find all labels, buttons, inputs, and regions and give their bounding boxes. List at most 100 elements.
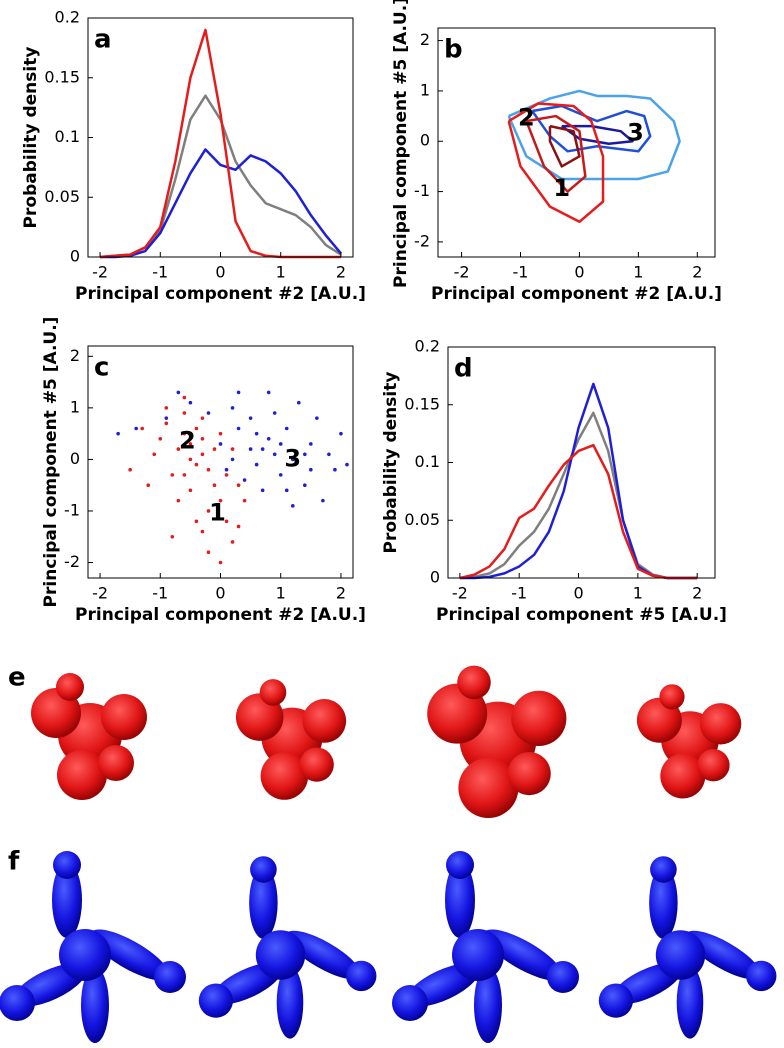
red-map: [636, 684, 742, 799]
point: [236, 524, 241, 529]
y-tick-label: -2: [64, 552, 80, 571]
point: [200, 529, 205, 534]
panel-label: c: [94, 353, 109, 383]
y-tick-label: 0: [420, 131, 430, 150]
point: [242, 478, 247, 482]
red-map: [235, 679, 347, 800]
point: [236, 390, 241, 395]
point: [188, 457, 193, 462]
red-map: [31, 673, 147, 800]
x-tick-label: 0: [215, 263, 225, 282]
point: [194, 519, 199, 524]
y-tick-label: 0: [70, 449, 80, 468]
point: [278, 442, 283, 446]
x-tick-label: 1: [633, 263, 643, 282]
point: [272, 452, 277, 457]
point: [236, 483, 241, 488]
data-line: [459, 411, 698, 580]
point: [170, 473, 175, 477]
y-axis-label: Probability density: [381, 372, 401, 554]
point: [230, 457, 235, 462]
point: [290, 457, 295, 462]
y-axis-label: Principal component #5 [A.U.]: [41, 317, 61, 608]
point: [321, 498, 325, 503]
point: [152, 452, 157, 457]
point: [224, 467, 229, 472]
panel-label: f: [8, 847, 20, 877]
x-tick-label: 0: [574, 263, 584, 282]
point: [158, 437, 163, 441]
y-tick-label: -1: [64, 500, 80, 519]
x-tick-label: -2: [454, 263, 470, 282]
point: [218, 498, 223, 503]
point: [212, 447, 217, 451]
point: [218, 560, 223, 565]
point: [345, 462, 349, 467]
data-line: [507, 102, 605, 224]
data-line: [459, 382, 698, 580]
annotation: 2: [179, 426, 196, 454]
point: [242, 498, 247, 503]
point: [188, 442, 193, 446]
red-map: [427, 665, 567, 818]
point: [140, 426, 145, 431]
y-tick-label: 0.05: [44, 187, 80, 206]
x-tick-label: -1: [152, 263, 168, 282]
point: [182, 473, 187, 477]
x-tick-label: 0: [573, 584, 583, 603]
point: [224, 473, 229, 477]
y-tick-label: 1: [420, 80, 430, 99]
y-tick-label: -1: [414, 181, 430, 200]
point: [327, 452, 331, 457]
data-line: [100, 148, 342, 259]
panel-label: a: [94, 25, 112, 55]
data-line: [459, 443, 698, 580]
point: [218, 442, 223, 446]
panel-label: d: [454, 354, 473, 384]
axes-frame: [87, 345, 354, 579]
x-tick-label: -1: [152, 584, 168, 603]
point: [164, 416, 169, 420]
data-line: [548, 124, 581, 168]
point: [266, 437, 271, 441]
point: [182, 411, 187, 415]
blue-map: [598, 856, 777, 1039]
point: [176, 447, 181, 451]
y-axis-label: Probability density: [21, 47, 41, 229]
x-tick-label: 1: [276, 263, 286, 282]
y-tick-label: 0.15: [404, 394, 440, 413]
point: [339, 431, 343, 436]
point: [176, 390, 181, 395]
x-tick-label: 2: [336, 584, 346, 603]
point: [236, 426, 241, 431]
point: [164, 421, 169, 426]
y-tick-label: 2: [70, 346, 80, 365]
point: [134, 426, 138, 431]
x-axis-label: Principal component #2 [A.U.]: [75, 284, 366, 304]
point: [200, 452, 205, 457]
annotation: 1: [209, 499, 226, 527]
point: [248, 447, 253, 451]
y-tick-label: -2: [414, 231, 430, 250]
point: [182, 431, 187, 436]
y-tick-label: 0.2: [55, 8, 80, 27]
axes-frame: [447, 346, 716, 579]
point: [182, 395, 187, 400]
point: [128, 467, 132, 472]
x-tick-label: -2: [452, 584, 468, 603]
point: [290, 504, 295, 508]
point: [272, 411, 277, 415]
data-line: [507, 89, 681, 181]
x-tick-label: -2: [92, 584, 108, 603]
axes-frame: [87, 17, 354, 258]
point: [309, 467, 313, 472]
point: [296, 400, 301, 405]
point: [170, 534, 175, 539]
point: [284, 426, 289, 431]
point: [206, 467, 211, 472]
point: [188, 488, 193, 493]
point: [266, 390, 271, 395]
axes-frame: [437, 27, 716, 258]
